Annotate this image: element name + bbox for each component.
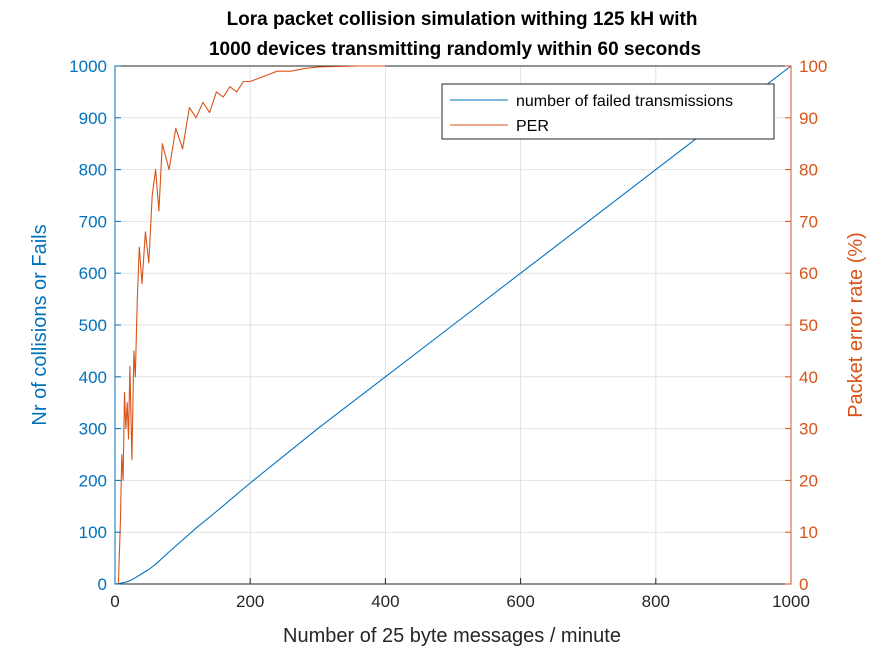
x-tick-label: 600 [506,592,534,611]
y-right-tick-label: 20 [799,471,818,490]
y-left-tick-label: 700 [79,212,107,231]
legend-label-per: PER [516,118,549,135]
y-right-tick-label: 80 [799,161,818,180]
grid-layer [114,65,792,585]
y-right-tick-label: 50 [799,316,818,335]
y-left-tick-label: 1000 [69,57,107,76]
y-right-tick-label: 60 [799,264,818,283]
y-right-tick-label: 70 [799,212,818,231]
series-line-per [117,65,386,585]
y-left-tick-label: 100 [79,523,107,542]
y-right-tick-label: 10 [799,523,818,542]
y-axis-right-label: Packet error rate (%) [845,232,867,418]
y-axis-left-label: Nr of collisions or Fails [29,224,51,425]
series-layer [114,65,792,585]
y-left-tick-label: 400 [79,368,107,387]
x-axis-label: Number of 25 byte messages / minute [283,625,621,647]
y-left-tick-label: 0 [98,575,107,594]
y-right-tick-label: 90 [799,109,818,128]
legend-label-failed: number of failed transmissions [516,93,733,110]
y-left-tick-label: 300 [79,420,107,439]
y-left-tick-label: 600 [79,264,107,283]
chart-title-line-2: 1000 devices transmitting randomly withi… [209,39,701,60]
y-left-tick-label: 800 [79,161,107,180]
legend: number of failed transmissions PER [441,83,775,140]
x-tick-label: 800 [642,592,670,611]
y-left-tick-label: 900 [79,109,107,128]
chart-title-line-1: Lora packet collision simulation withing… [227,9,698,30]
x-tick-label: 1000 [772,592,810,611]
x-tick-label: 200 [236,592,264,611]
axis-layer: 0 200 400 600 800 100001002003004005006007008… [69,57,827,611]
y-right-tick-label: 0 [799,575,808,594]
x-tick-label: 0 [110,592,119,611]
y-right-tick-label: 30 [799,420,818,439]
y-right-tick-label: 40 [799,368,818,387]
x-tick-label: 400 [371,592,399,611]
legend-box [441,83,775,140]
y-left-tick-label: 200 [79,471,107,490]
y-right-tick-label: 100 [799,57,827,76]
series-line-failed-transmissions [114,65,792,585]
y-left-tick-label: 500 [79,316,107,335]
